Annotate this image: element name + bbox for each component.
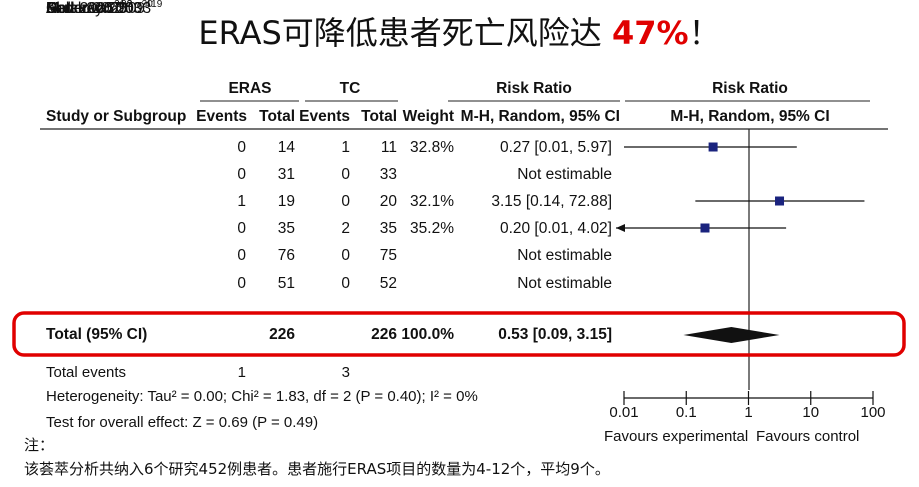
weight: 35.2% <box>410 220 454 237</box>
events-eras: 0 <box>237 247 246 264</box>
favours-right-label: Favours control <box>756 428 860 445</box>
header-events-eras: Events <box>196 108 247 125</box>
total-weight: 100.0% <box>401 326 454 343</box>
header-eras: ERAS <box>228 80 272 97</box>
total-events-eras: 1 <box>237 364 246 381</box>
note-label: 注： <box>24 436 55 454</box>
total-eras: 31 <box>277 166 295 183</box>
header-events-tc: Events <box>299 108 350 125</box>
total-tc: 52 <box>379 275 397 292</box>
study-name: Serclova 20094 <box>46 0 151 17</box>
axis-tick-label: 1 <box>744 404 753 421</box>
total-tc: 35 <box>379 220 397 237</box>
ci-arrow <box>616 224 625 232</box>
study-name: Gatt 200521 <box>46 0 126 17</box>
risk-ratio-ci: Not estimable <box>517 247 612 264</box>
overall-effect-text: Test for overall effect: Z = 0.69 (P = 0… <box>46 414 319 431</box>
axis-tick-label: 0.1 <box>675 404 697 421</box>
total-eras: 76 <box>277 247 295 264</box>
study-reference: 20 <box>141 0 153 10</box>
events-eras: 0 <box>237 166 246 183</box>
axis-tick-label: 0.01 <box>609 404 639 421</box>
risk-ratio-ci: Not estimable <box>517 166 612 183</box>
heterogeneity-text: Heterogeneity: Tau² = 0.00; Chi² = 1.83,… <box>46 388 478 405</box>
study-reference: 19 <box>151 0 163 10</box>
total-highlight-box <box>12 311 906 357</box>
header-risk-ratio-plot: Risk Ratio <box>712 80 788 97</box>
study-reference: 22 <box>121 0 133 10</box>
risk-ratio-ci: Not estimable <box>517 275 612 292</box>
events-eras: 0 <box>237 275 246 292</box>
total-n-tc: 226 <box>371 326 397 343</box>
total-events-label: Total events <box>46 364 127 381</box>
axis-tick-label: 100 <box>860 404 886 421</box>
events-tc: 2 <box>341 220 350 237</box>
total-tc: 20 <box>379 193 397 210</box>
header-total-eras: Total <box>259 108 295 125</box>
total-tc: 33 <box>379 166 397 183</box>
header-risk-ratio-table: Risk Ratio <box>496 80 572 97</box>
study-name: Delaney 200320 <box>46 0 153 17</box>
events-tc: 0 <box>341 275 350 292</box>
study-reference: 21 <box>114 0 126 10</box>
study-reference: 4 <box>145 0 151 10</box>
study-name: Anderson 200319 <box>46 0 163 17</box>
pooled-diamond <box>683 327 780 343</box>
events-eras: 0 <box>237 139 246 156</box>
axis-tick-label: 10 <box>802 404 820 421</box>
total-label: Total (95% CI) <box>46 326 148 343</box>
total-tc: 75 <box>379 247 397 264</box>
study-name: Khoo 200722 <box>46 0 133 17</box>
total-eras: 51 <box>277 275 295 292</box>
weight: 32.1% <box>410 193 454 210</box>
events-eras: 0 <box>237 220 246 237</box>
events-tc: 1 <box>341 139 350 156</box>
header-tc: TC <box>339 80 361 97</box>
total-n-eras: 226 <box>269 326 295 343</box>
risk-ratio-ci: 3.15 [0.14, 72.88] <box>491 193 612 210</box>
study-name: Muller 20093 <box>46 0 133 17</box>
header-ci-plot: M-H, Random, 95% CI <box>670 108 830 125</box>
title-suffix: ！ <box>688 14 721 52</box>
header-weight: Weight <box>402 108 454 125</box>
study-reference: 3 <box>127 0 133 10</box>
title-highlight: 47% <box>611 14 689 52</box>
point-estimate-marker <box>708 142 718 152</box>
note-text: 该荟萃分析共纳入6个研究452例患者。患者施行ERAS项目的数量为4-12个，平… <box>24 460 610 478</box>
weight: 32.8% <box>410 139 454 156</box>
total-events-tc: 3 <box>341 364 350 381</box>
header-ci-table: M-H, Random, 95% CI <box>460 108 620 125</box>
events-tc: 0 <box>341 247 350 264</box>
favours-left-label: Favours experimental <box>604 428 749 445</box>
title-text: ERAS可降低患者死亡风险达 <box>198 14 612 52</box>
header-total-tc: Total <box>361 108 397 125</box>
events-eras: 1 <box>237 193 246 210</box>
risk-ratio-ci: 0.20 [0.01, 4.02] <box>499 220 612 237</box>
total-eras: 35 <box>277 220 295 237</box>
slide-title: ERAS可降低患者死亡风险达 47%！ <box>0 8 919 54</box>
risk-ratio-ci: 0.27 [0.01, 5.97] <box>499 139 612 156</box>
total-eras: 19 <box>277 193 295 210</box>
point-estimate-marker <box>775 196 785 206</box>
total-eras: 14 <box>277 139 295 156</box>
total-risk-ratio-ci: 0.53 [0.09, 3.15] <box>498 326 612 343</box>
total-tc: 11 <box>380 139 397 156</box>
header-study: Study or Subgroup <box>46 108 187 125</box>
events-tc: 0 <box>341 193 350 210</box>
events-tc: 0 <box>341 166 350 183</box>
point-estimate-marker <box>700 223 710 233</box>
